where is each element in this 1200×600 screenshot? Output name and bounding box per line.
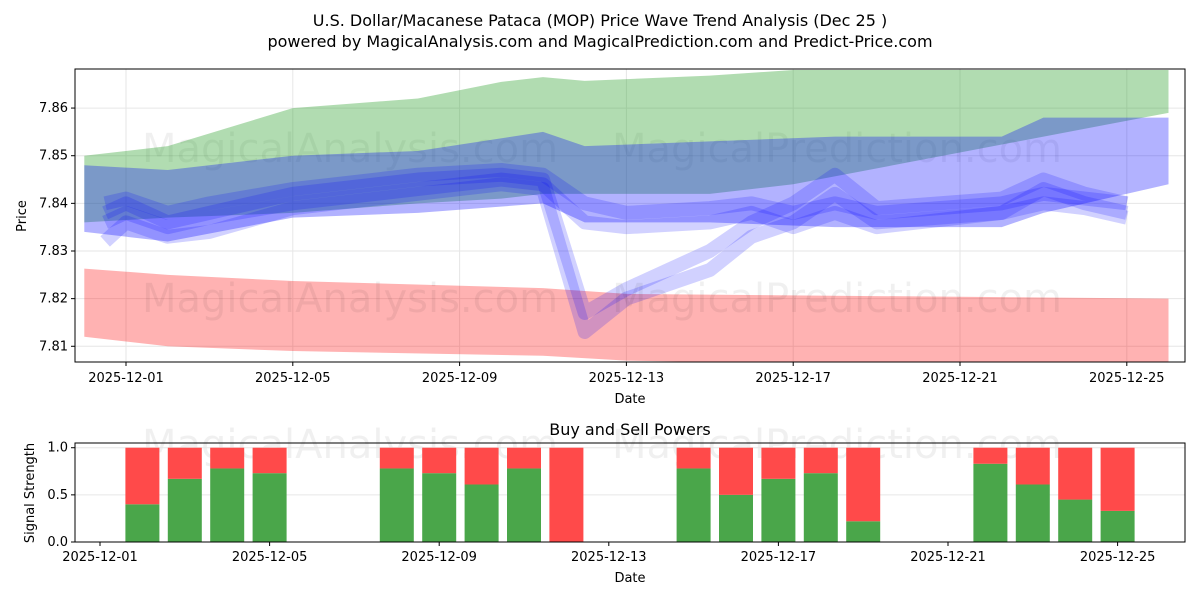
tick-label-y: 7.81 xyxy=(39,339,68,354)
sell-bar xyxy=(1100,447,1135,511)
sell-bar xyxy=(507,447,541,469)
sell-bar xyxy=(210,447,245,469)
sell-bar xyxy=(1015,447,1050,485)
buy-bar xyxy=(252,473,287,542)
tick-label-x: 2025-12-13 xyxy=(589,371,665,386)
subtitle: powered by MagicalAnalysis.com and Magic… xyxy=(267,32,932,51)
sell-bar xyxy=(549,447,584,542)
sell-bar xyxy=(761,447,796,479)
tick-label-x: 2025-12-17 xyxy=(741,550,817,565)
buy-bar xyxy=(761,478,796,542)
sell-bar xyxy=(167,447,202,479)
sell-bar xyxy=(125,447,160,505)
buy-bar xyxy=(973,463,1008,542)
buy-bar xyxy=(464,484,499,542)
buy-bar xyxy=(846,521,881,542)
wave-line xyxy=(103,163,1128,220)
sell-bar xyxy=(676,447,711,469)
sell-bar xyxy=(422,447,457,474)
buy-bar xyxy=(1015,484,1050,542)
plot-frame xyxy=(74,442,1186,543)
tick-label-x: 2025-12-13 xyxy=(571,550,647,565)
tick-label-y: 0.5 xyxy=(47,488,68,503)
sell-bar xyxy=(1058,447,1093,500)
blue-band xyxy=(84,117,1169,242)
watermark: MagicalAnalysis.com xyxy=(142,276,558,322)
sell-bar xyxy=(379,447,414,469)
buy-bar xyxy=(719,494,753,542)
sell-bar xyxy=(464,447,499,485)
tick-label-y: 7.84 xyxy=(39,196,68,211)
tick-label-y: 7.82 xyxy=(39,292,68,307)
main-title: U.S. Dollar/Macanese Pataca (MOP) Price … xyxy=(313,11,887,30)
tick-label-x: 2025-12-25 xyxy=(1080,550,1156,565)
price-ylabel: Price xyxy=(15,200,30,232)
green-band xyxy=(84,69,1169,223)
buy-bar xyxy=(676,468,711,542)
tick-label-x: 2025-12-09 xyxy=(422,371,498,386)
buy-bar xyxy=(507,468,541,542)
sell-bar xyxy=(252,447,287,474)
buy-bar xyxy=(1100,510,1135,542)
tick-label-y: 0.0 xyxy=(47,535,68,550)
buy-bar xyxy=(422,473,457,542)
tick-label-y: 1.0 xyxy=(47,441,68,456)
tick-label-x: 2025-12-21 xyxy=(910,550,986,565)
buy-bar xyxy=(167,478,202,542)
buy-bar xyxy=(803,473,838,542)
buy-bar xyxy=(210,468,245,542)
sell-bar xyxy=(846,447,881,522)
watermark: MagicalAnalysis.com xyxy=(142,126,558,172)
price-xlabel: Date xyxy=(614,392,645,407)
tick-label-x: 2025-12-01 xyxy=(62,550,138,565)
sell-bar xyxy=(719,447,753,495)
sell-bar xyxy=(803,447,838,474)
watermark: MagicalPrediction.com xyxy=(612,276,1062,322)
buy-bar xyxy=(125,504,160,542)
wave-line xyxy=(102,172,1129,235)
tick-label-x: 2025-12-05 xyxy=(232,550,308,565)
red-band xyxy=(84,268,1169,362)
tick-label-y: 7.86 xyxy=(39,101,68,116)
plot-area: MagicalAnalysis.com MagicalPrediction.com… xyxy=(84,69,1169,362)
tick-label-x: 2025-12-25 xyxy=(1089,371,1165,386)
tick-label-y: 7.83 xyxy=(39,244,68,259)
wave-line xyxy=(102,167,1129,320)
sell-bar xyxy=(973,447,1008,464)
buy-bar xyxy=(1058,499,1093,542)
wave-line xyxy=(100,177,1129,339)
tick-label-x: 2025-12-17 xyxy=(755,371,831,386)
buy-bar xyxy=(379,468,414,542)
signal-xlabel: Date xyxy=(614,571,645,586)
watermark: MagicalPrediction.com xyxy=(612,126,1062,172)
signal-title: Buy and Sell Powers xyxy=(549,420,711,439)
tick-label-x: 2025-12-09 xyxy=(401,550,477,565)
tick-label-x: 2025-12-01 xyxy=(88,371,164,386)
tick-label-x: 2025-12-21 xyxy=(922,371,998,386)
plot-frame xyxy=(74,68,1186,363)
signal-ylabel: Signal Strength xyxy=(23,443,38,543)
tick-label-x: 2025-12-05 xyxy=(255,371,331,386)
tick-label-y: 7.85 xyxy=(39,149,68,164)
